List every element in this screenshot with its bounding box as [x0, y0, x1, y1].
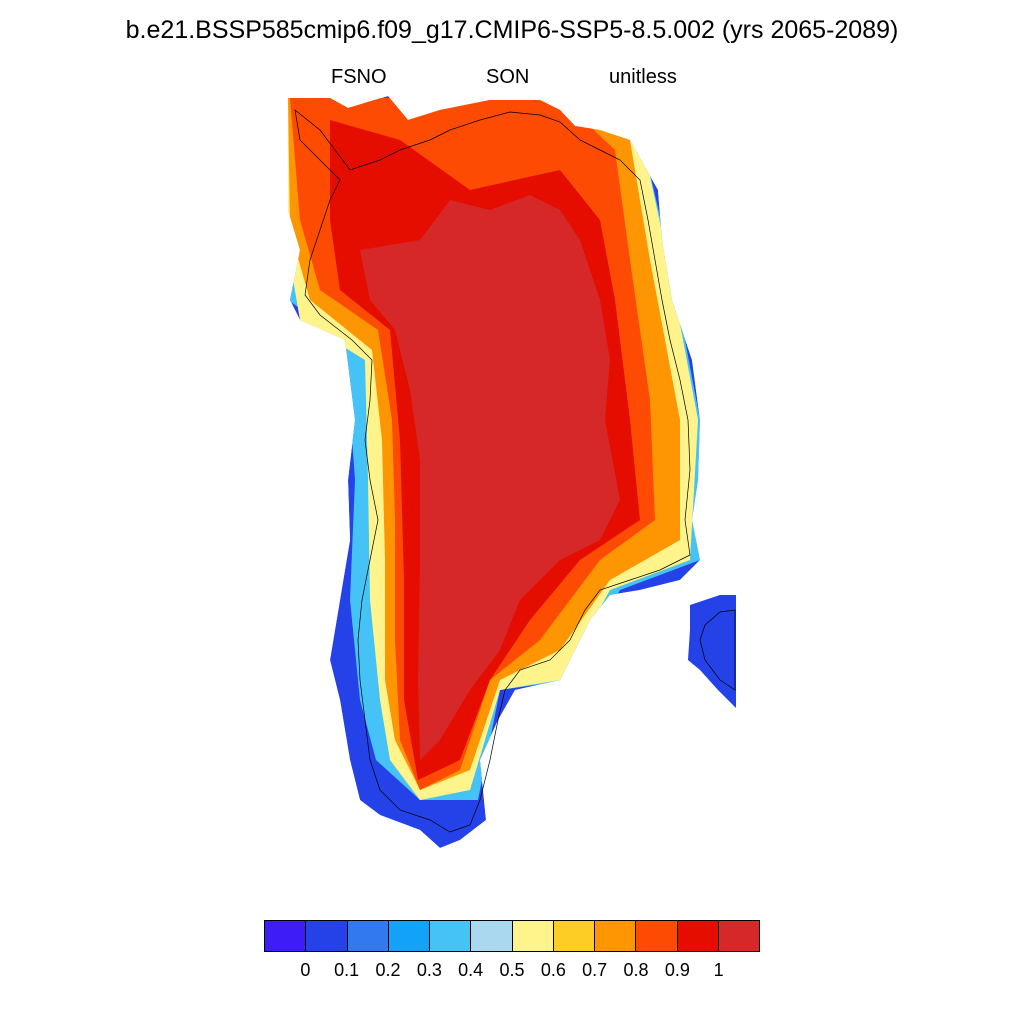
season-label: SON [486, 66, 530, 88]
colorbar [264, 920, 760, 952]
colorbar-tick-label: 0.7 [582, 960, 608, 980]
zone-ice-core [360, 195, 620, 760]
colorbar-swatch [265, 921, 307, 951]
colorbar-tick-label: 0.9 [664, 960, 690, 980]
colorbar-tick-label: 0.6 [540, 960, 566, 980]
colorbar-swatch [595, 921, 637, 951]
colorbar-tick-label: 0.4 [458, 960, 484, 980]
iceland-coastline [699, 609, 736, 691]
colorbar-tick-label: 0 [300, 960, 311, 980]
greenland-fill [288, 96, 700, 848]
coastline [294, 109, 736, 833]
colorbar-swatch [512, 921, 554, 951]
colorbar-swatch [306, 921, 348, 951]
variable-label: FSNO [331, 66, 387, 88]
greenland-coastline [294, 109, 691, 833]
colorbar-swatch [636, 921, 678, 951]
colorbar-swatch [553, 921, 595, 951]
colorbar-tick-label: 0.8 [623, 960, 649, 980]
plot-title: b.e21.BSSP585cmip6.f09_g17.CMIP6-SSP5-8.… [125, 16, 899, 44]
colorbar-tick-label: 0.5 [499, 960, 525, 980]
units-label: unitless [609, 66, 677, 88]
colorbar-swatch [430, 921, 472, 951]
colorbar-ticks: 0 0.1 0.2 0.3 0.4 0.5 0.6 0.7 0.8 0.9 1 [264, 960, 760, 984]
colorbar-swatch [677, 921, 719, 951]
colorbar-tick-label: 0.1 [334, 960, 360, 980]
colorbar-tick-label: 0.2 [375, 960, 401, 980]
colorbar-tick-label: 1 [713, 960, 724, 980]
colorbar-swatch [471, 921, 513, 951]
colorbar-tick-label: 0.3 [416, 960, 442, 980]
iceland-fill [688, 595, 736, 708]
colorbar-swatch [347, 921, 389, 951]
colorbar-swatch [718, 921, 759, 951]
colorbar-swatch [388, 921, 430, 951]
